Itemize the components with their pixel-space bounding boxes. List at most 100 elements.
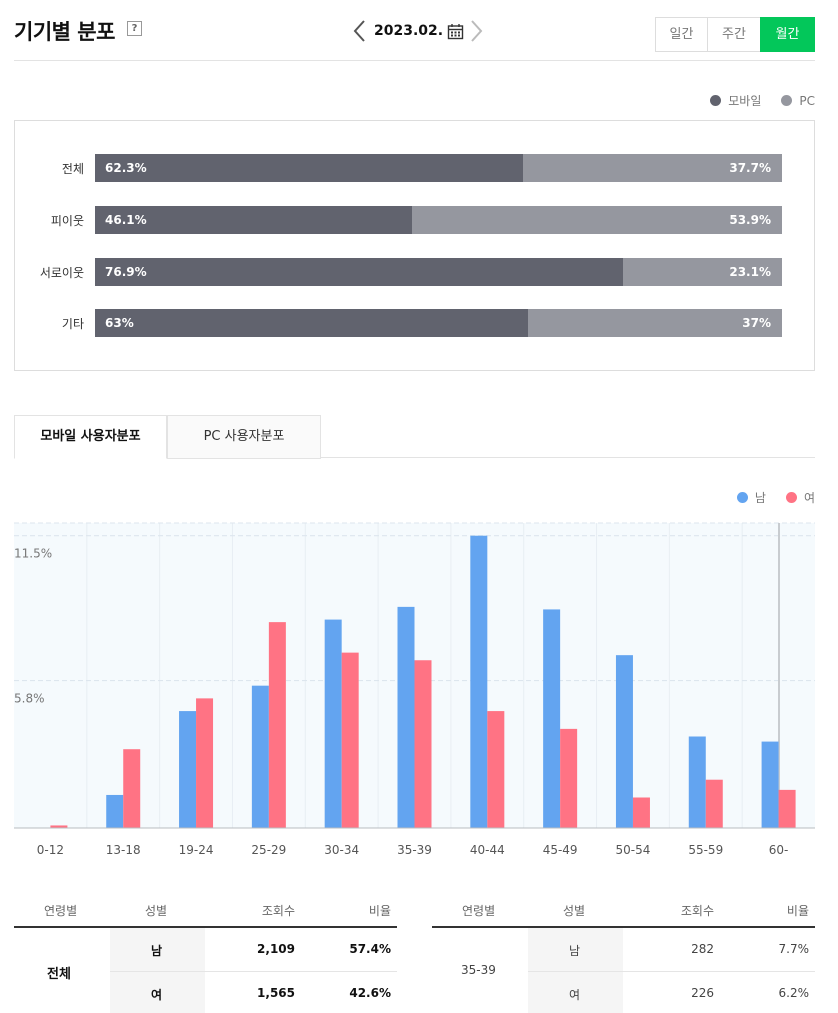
legend-mobile: 모바일	[710, 92, 761, 109]
y-tick-label: 5.8%	[14, 692, 45, 706]
x-tick-label: 60-	[769, 843, 789, 857]
bar-female	[705, 779, 723, 828]
bar-female	[196, 698, 214, 828]
x-tick-label: 40-44	[470, 843, 505, 857]
bar-male	[179, 711, 197, 828]
bar-female	[560, 728, 578, 828]
legend-male: 남	[736, 489, 766, 506]
calendar-icon[interactable]	[447, 23, 464, 40]
row-ratio: 7.7%	[778, 942, 810, 956]
row-ratio: 57.4%	[349, 942, 391, 956]
header-gender: 성별	[563, 904, 586, 918]
mobile-segment: 76.9%	[95, 258, 624, 286]
age-table-selected: 연령별 성별 조회수 비율 35-39 남 282 7.7% 여 226 6.2…	[432, 888, 815, 1013]
bar-female	[632, 797, 650, 828]
bar-male	[761, 741, 779, 828]
mobile-segment: 63%	[95, 309, 528, 337]
legend-pc-label: PC	[799, 93, 815, 108]
legend-female: 여	[785, 489, 815, 506]
pc-value: 53.9%	[729, 213, 771, 227]
bar-male	[543, 609, 561, 828]
tab-pc-users[interactable]: PC 사용자분포	[167, 415, 321, 459]
gender-column-shade	[528, 928, 623, 1013]
pc-value: 37%	[742, 316, 771, 330]
mobile-segment: 46.1%	[95, 206, 412, 234]
mobile-value: 62.3%	[105, 161, 147, 175]
table-header	[14, 888, 397, 928]
legend-male-swatch	[736, 492, 748, 503]
row-views: 2,109	[257, 942, 295, 956]
device-row-label: 서로이웃	[39, 266, 84, 280]
help-icon[interactable]: ?	[127, 21, 142, 36]
bar-female	[268, 622, 286, 828]
device-row: 피이웃 46.1% 53.9%	[15, 206, 814, 234]
device-row: 기타 63% 37%	[15, 309, 814, 337]
row-gender: 여	[151, 988, 163, 1002]
header-ratio: 비율	[368, 904, 391, 918]
row-views: 1,565	[257, 986, 295, 1000]
group-label: 전체	[47, 967, 71, 982]
bar-male	[251, 685, 269, 828]
row-divider	[110, 971, 397, 972]
mobile-segment: 62.3%	[95, 154, 523, 182]
legend-mobile-label: 모바일	[728, 94, 762, 108]
header-age: 연령별	[44, 904, 78, 918]
page-title: 기기별 분포	[14, 20, 115, 44]
row-views: 282	[691, 942, 714, 956]
x-tick-label: 45-49	[543, 843, 578, 857]
mobile-value: 63%	[105, 316, 134, 330]
x-tick-label: 13-18	[106, 843, 141, 857]
device-bar: 46.1% 53.9%	[95, 206, 782, 234]
period-weekly-button[interactable]: 주간	[707, 17, 761, 52]
bar-male	[470, 535, 488, 828]
legend-pc-swatch	[781, 95, 793, 106]
period-daily-button[interactable]: 일간	[655, 17, 708, 52]
pc-segment: 37.7%	[523, 154, 782, 182]
pc-value: 23.1%	[729, 265, 771, 279]
legend-pc: PC	[781, 94, 815, 108]
bar-female	[50, 825, 68, 828]
device-bar: 63% 37%	[95, 309, 782, 337]
x-tick-label: 55-59	[688, 843, 723, 857]
row-ratio: 6.2%	[778, 986, 810, 1000]
device-bar: 62.3% 37.7%	[95, 154, 782, 182]
chevron-right-icon[interactable]	[466, 16, 486, 46]
x-tick-label: 35-39	[397, 843, 432, 857]
device-row: 서로이웃 76.9% 23.1%	[15, 258, 814, 286]
bar-male	[615, 655, 633, 828]
pc-segment: 53.9%	[411, 206, 782, 234]
row-ratio: 42.6%	[349, 986, 391, 1000]
group-label: 35-39	[461, 963, 496, 977]
bar-female	[123, 749, 141, 828]
x-tick-label: 30-34	[324, 843, 359, 857]
period-monthly-button[interactable]: 월간	[760, 17, 815, 52]
header-views: 조회수	[261, 904, 295, 918]
x-tick-label: 50-54	[616, 843, 651, 857]
header-gender: 성별	[145, 904, 168, 918]
device-row: 전체 62.3% 37.7%	[15, 154, 814, 182]
age-table-total: 연령별 성별 조회수 비율 전체 남 2,109 57.4% 여 1,565 4…	[14, 888, 397, 1013]
table-header	[432, 888, 815, 928]
device-row-label: 피이웃	[50, 214, 84, 228]
bar-female	[778, 789, 796, 828]
device-row-label: 기타	[61, 317, 84, 331]
row-divider	[528, 971, 815, 972]
tab-mobile-users[interactable]: 모바일 사용자분포	[14, 415, 167, 459]
y-tick-label: 11.5%	[14, 547, 52, 561]
gender-column-shade	[110, 928, 205, 1013]
device-bar: 76.9% 23.1%	[95, 258, 782, 286]
chevron-left-icon[interactable]	[350, 16, 370, 46]
row-gender: 남	[569, 944, 581, 958]
pc-value: 37.7%	[729, 161, 771, 175]
bar-female	[487, 711, 505, 828]
pc-segment: 37%	[527, 309, 782, 337]
legend-mobile-swatch	[710, 95, 722, 106]
header-age: 연령별	[462, 904, 496, 918]
row-views: 226	[691, 986, 714, 1000]
bar-male	[688, 736, 706, 828]
mobile-value: 46.1%	[105, 213, 147, 227]
header-views: 조회수	[680, 904, 714, 918]
mobile-value: 76.9%	[105, 265, 147, 279]
bar-female	[341, 652, 359, 828]
date-navigator: 2023.02.	[350, 16, 486, 46]
